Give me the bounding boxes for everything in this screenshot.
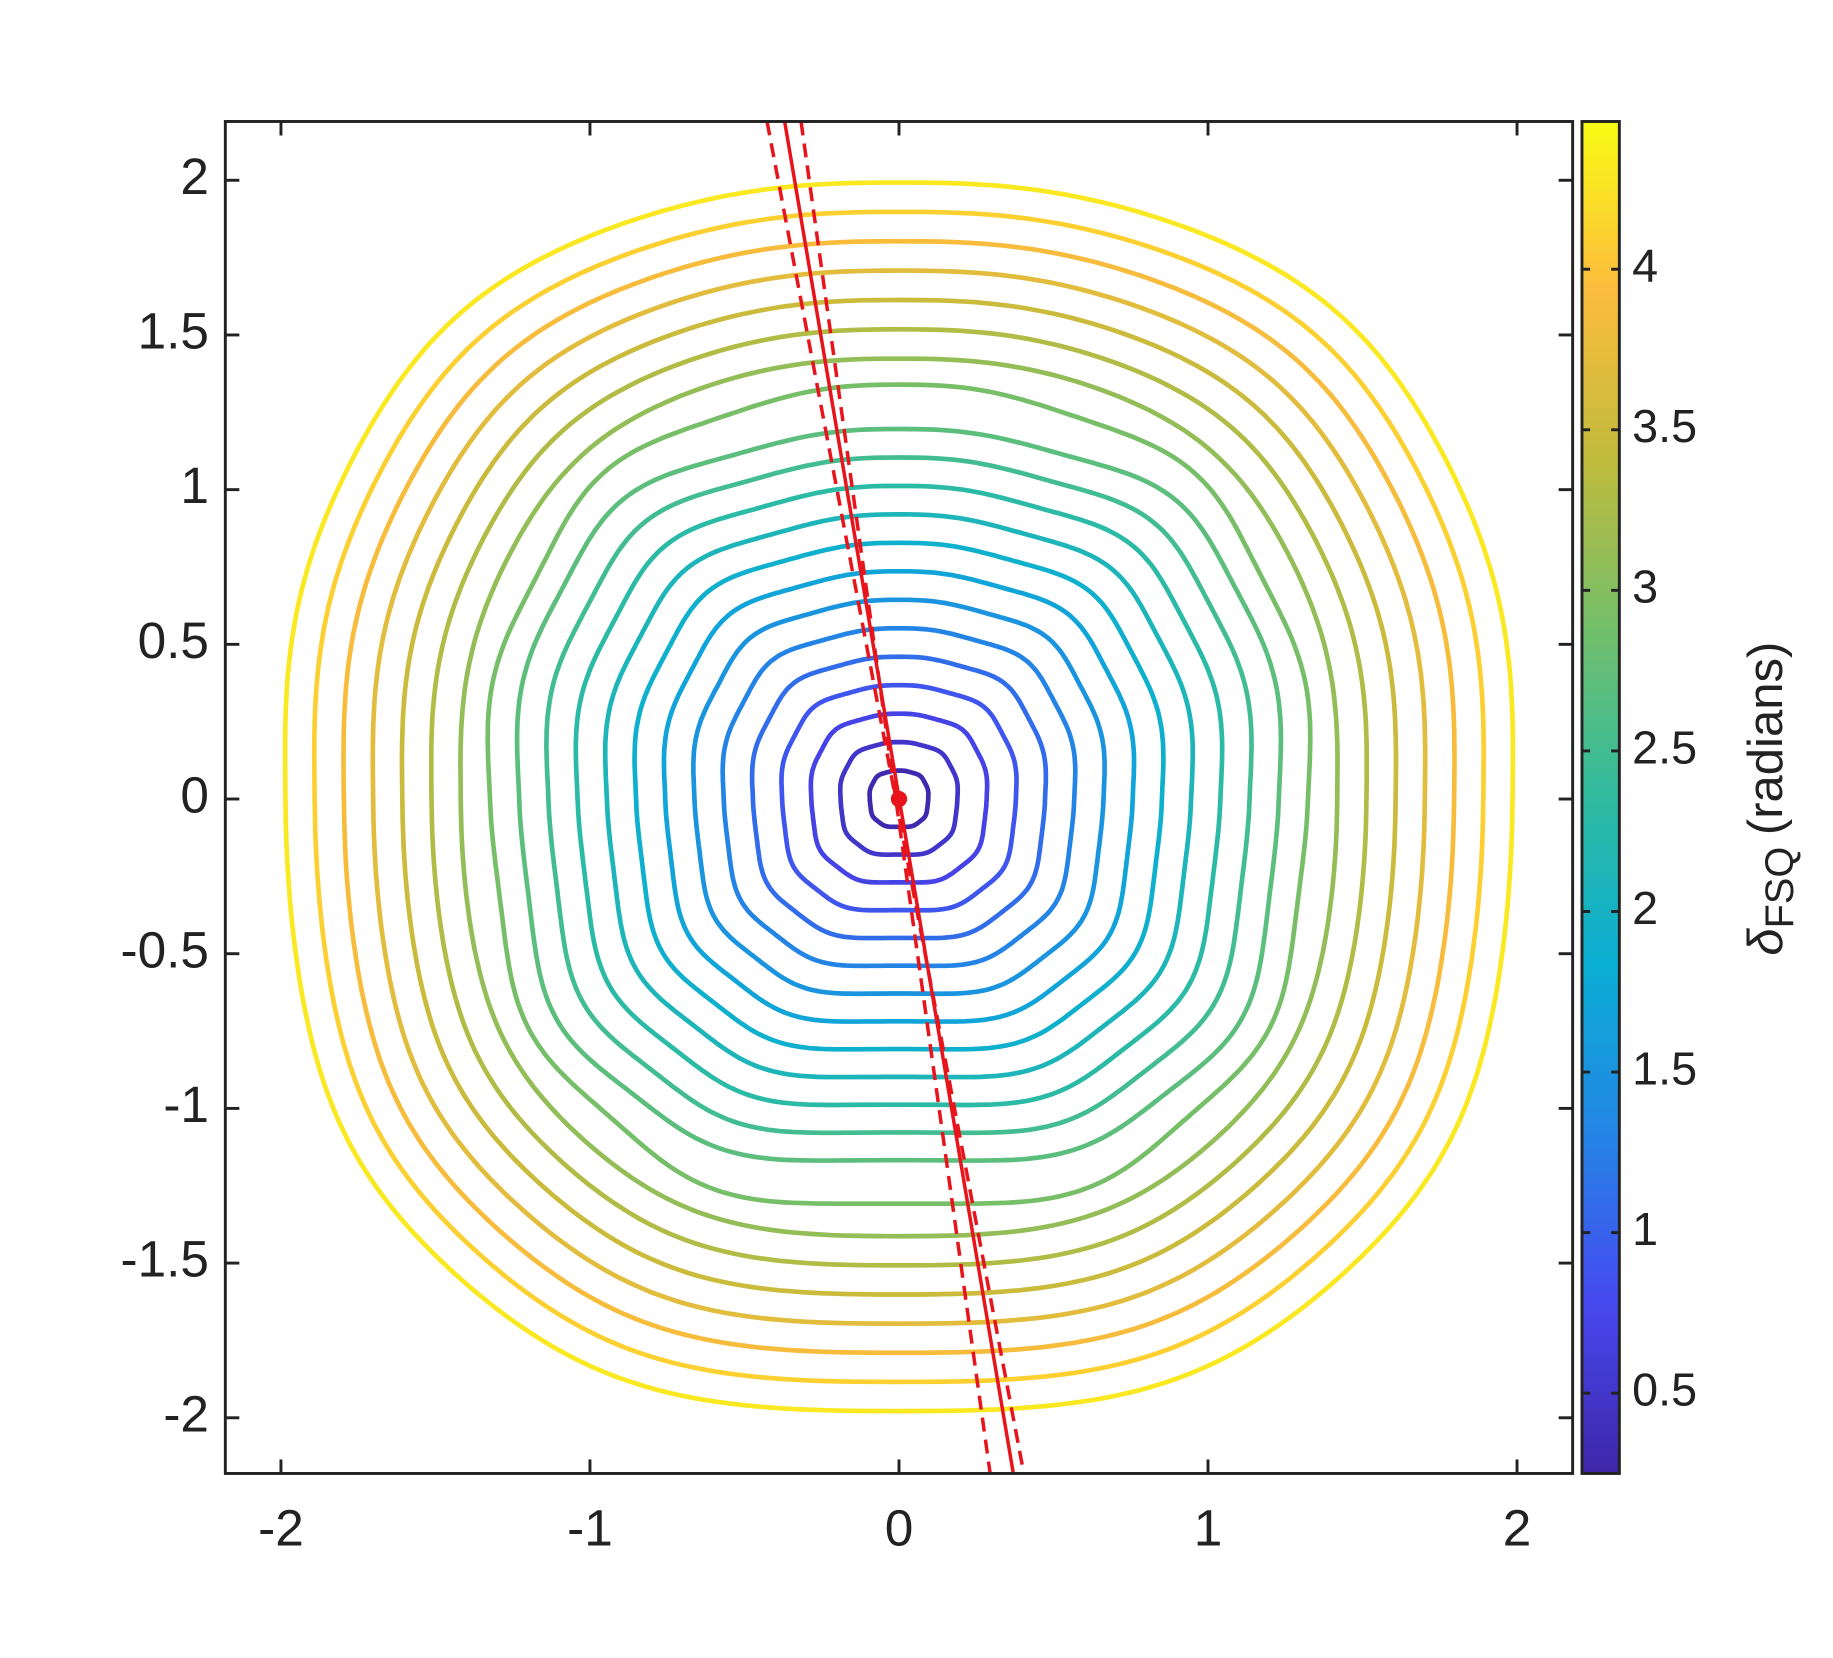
x-tick-label: 1: [1194, 1498, 1223, 1556]
plot-area: [282, 121, 1516, 1474]
contour-line: [808, 711, 990, 885]
colorbar-tick-label: 0.5: [1632, 1364, 1697, 1416]
contour-line: [341, 238, 1457, 1356]
contour-line: [399, 297, 1399, 1297]
contour-line: [749, 654, 1049, 941]
contour-line: [514, 426, 1284, 1163]
y-tick-label: 1.5: [138, 302, 209, 360]
colorbar-label-subscript: FSQ: [1758, 847, 1802, 929]
colorbar-label-symbol: δ: [1739, 928, 1793, 956]
contour-line: [282, 180, 1516, 1414]
contour-line: [632, 540, 1166, 1052]
colorbar-tick-label: 3.5: [1632, 400, 1697, 452]
colorbar: [1580, 120, 1621, 1475]
y-tick-label: -0.5: [120, 920, 209, 978]
contour-line: [573, 483, 1225, 1108]
contour-line: [370, 268, 1428, 1327]
contour-line: [720, 625, 1078, 969]
colorbar-label-text: (radians): [1739, 642, 1793, 835]
fit-line: [799, 121, 992, 1474]
y-tick-label: 0.5: [138, 611, 209, 669]
colorbar-tick-label: 2.5: [1632, 721, 1697, 773]
colorbar-label: δFSQ (radians): [1739, 642, 1803, 956]
contour-line: [867, 768, 931, 830]
colorbar-tick-label: 1: [1632, 1203, 1658, 1255]
y-tick-label: 0: [180, 766, 209, 824]
y-tick-label: -1.5: [120, 1230, 209, 1288]
contour-line: [661, 568, 1137, 1024]
contour-line: [458, 356, 1340, 1239]
contour-line: [485, 382, 1313, 1206]
y-tick-label: -1: [163, 1075, 209, 1133]
contour-line: [311, 209, 1487, 1385]
y-tick-label: -2: [163, 1384, 209, 1442]
x-tick-label: -2: [258, 1498, 304, 1556]
y-tick-label: 2: [180, 147, 209, 205]
contour-line: [544, 455, 1254, 1136]
colorbar-tick-label: 4: [1632, 240, 1658, 292]
contour-line: [837, 739, 961, 858]
contour-line: [691, 597, 1107, 997]
colorbar-tick-label: 2: [1632, 882, 1658, 934]
contour-line: [779, 682, 1019, 913]
x-tick-label: -1: [567, 1498, 613, 1556]
center-point: [890, 790, 908, 808]
contour-line: [602, 512, 1196, 1080]
x-tick-label: 2: [1503, 1498, 1532, 1556]
colorbar-tick-label: 1.5: [1632, 1042, 1697, 1094]
colorbar-tick-label: 3: [1632, 561, 1658, 613]
y-tick-label: 1: [180, 456, 209, 514]
contour-line: [428, 326, 1370, 1268]
x-tick-label: 0: [885, 1498, 914, 1556]
